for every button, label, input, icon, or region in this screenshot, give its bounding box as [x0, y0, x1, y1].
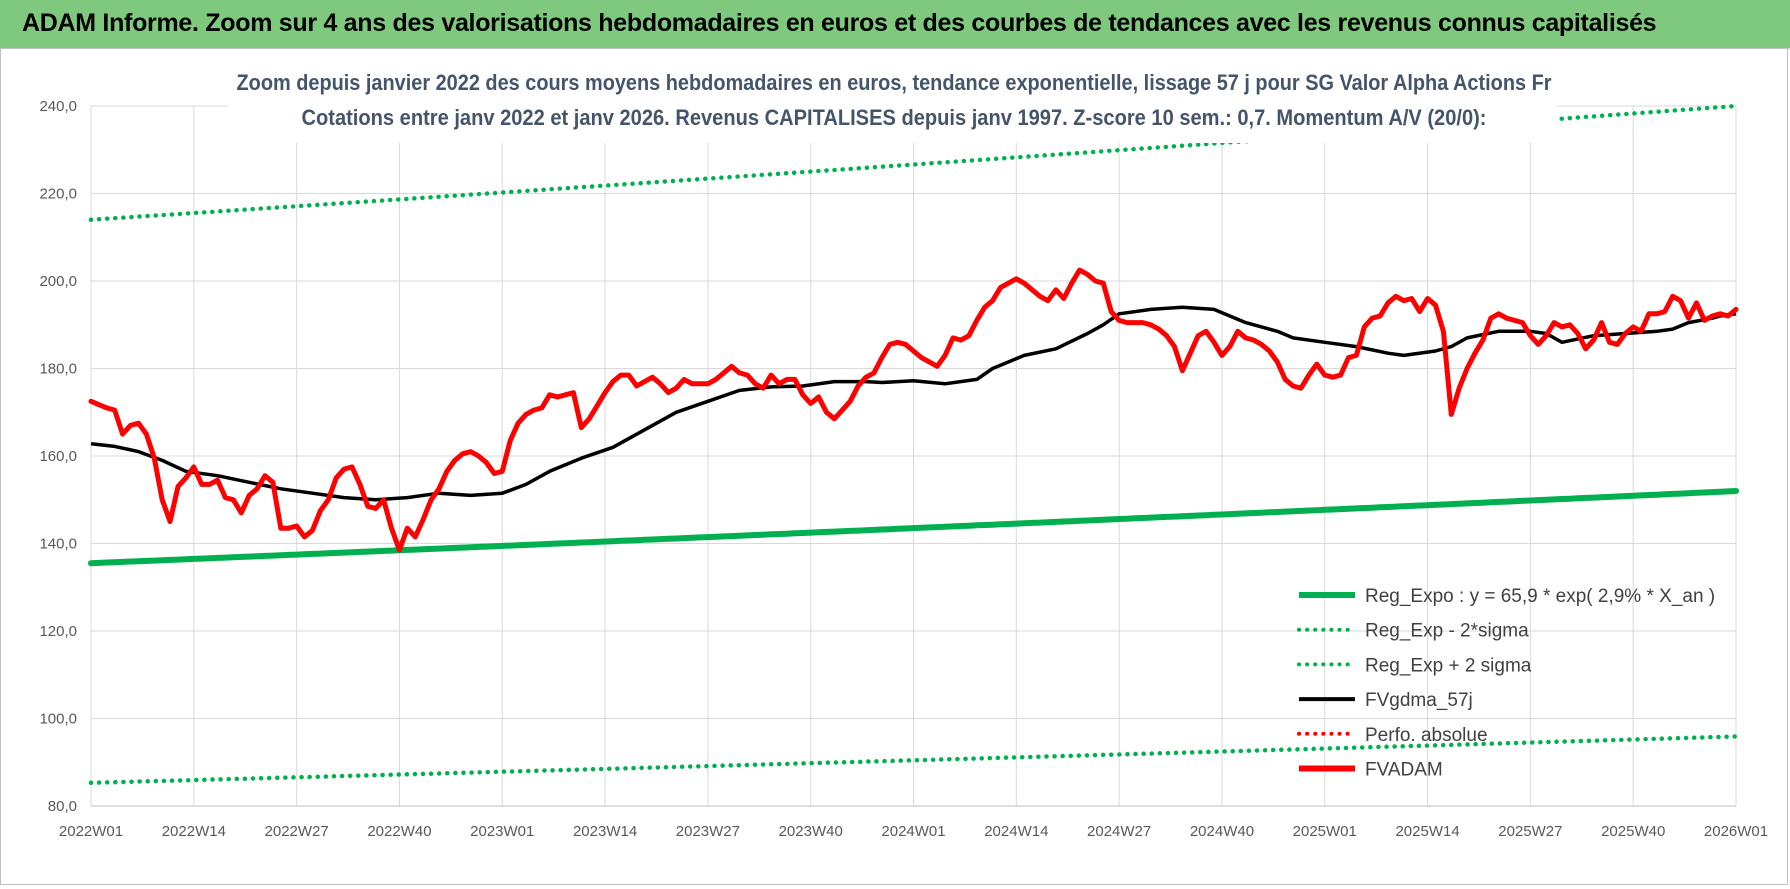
tick-layer: 80,0 100,0 120,0 140,0 160,0 180,0 200,0 220,0 2… — [39, 98, 1768, 840]
legend-label: Perfo. absolue — [1365, 725, 1488, 746]
x-tick-label: 2023W14 — [573, 823, 637, 840]
series-reg-minus-2sigma-line — [88, 734, 1739, 786]
legend-label: FVgdma_57j — [1365, 690, 1473, 711]
legend-layer: Reg_Expo : y = 65,9 * exp( 2,9% * X_an )… — [1297, 586, 1715, 781]
chart-frame: 80,0 100,0 120,0 140,0 160,0 180,0 200,0 220,0 2… — [0, 48, 1788, 885]
chart-title-line-1: Zoom depuis janvier 2022 des cours moyen… — [237, 70, 1552, 95]
legend-label: FVADAM — [1365, 760, 1443, 781]
x-tick-label: 2022W27 — [265, 823, 329, 840]
y-tick-label: 120,0 — [39, 623, 77, 640]
legend-label: Reg_Exp - 2*sigma — [1365, 621, 1529, 642]
y-tick-label: 220,0 — [39, 186, 77, 203]
series-reg-expo-line — [88, 488, 1739, 567]
x-tick-label: 2024W27 — [1087, 823, 1151, 840]
series-fvadam-line — [88, 267, 1739, 553]
x-tick-label: 2025W40 — [1601, 823, 1665, 840]
y-tick-label: 100,0 — [39, 711, 77, 728]
y-tick-label: 200,0 — [39, 273, 77, 290]
x-tick-label: 2024W40 — [1190, 823, 1254, 840]
y-tick-label: 80,0 — [48, 798, 77, 815]
x-tick-label: 2023W27 — [676, 823, 740, 840]
legend-label: Reg_Exp + 2 sigma — [1365, 655, 1532, 676]
x-tick-label: 2023W40 — [779, 823, 843, 840]
title-layer: Zoom depuis janvier 2022 des cours moyen… — [229, 59, 1557, 143]
x-tick-label: 2022W40 — [367, 823, 431, 840]
x-tick-label: 2022W14 — [162, 823, 226, 840]
legend-label: Reg_Expo : y = 65,9 * exp( 2,9% * X_an ) — [1365, 586, 1715, 607]
series-layer — [88, 103, 1739, 786]
x-tick-label: 2026W01 — [1704, 823, 1768, 840]
x-tick-label: 2023W01 — [470, 823, 534, 840]
report-banner: ADAM Informe. Zoom sur 4 ans des valoris… — [0, 0, 1790, 50]
report-title: ADAM Informe. Zoom sur 4 ans des valoris… — [22, 9, 1657, 37]
x-tick-label: 2024W01 — [881, 823, 945, 840]
series-reg-plus-2sigma-line — [88, 103, 1739, 223]
series-fvgdma-line — [90, 305, 1737, 502]
y-tick-label: 160,0 — [39, 448, 77, 465]
grid-layer — [90, 105, 1737, 807]
chart-title-background — [229, 59, 1557, 143]
x-tick-label: 2024W14 — [984, 823, 1048, 840]
x-tick-label: 2022W01 — [59, 823, 123, 840]
y-tick-label: 140,0 — [39, 536, 77, 553]
x-tick-label: 2025W14 — [1395, 823, 1459, 840]
x-tick-label: 2025W01 — [1293, 823, 1357, 840]
x-tick-label: 2025W27 — [1498, 823, 1562, 840]
y-tick-label: 180,0 — [39, 361, 77, 378]
chart-svg: 80,0 100,0 120,0 140,0 160,0 180,0 200,0 220,0 2… — [39, 59, 1768, 840]
chart-title-line-2: Cotations entre janv 2022 et janv 2026. … — [302, 105, 1487, 130]
y-tick-label: 240,0 — [39, 98, 77, 115]
